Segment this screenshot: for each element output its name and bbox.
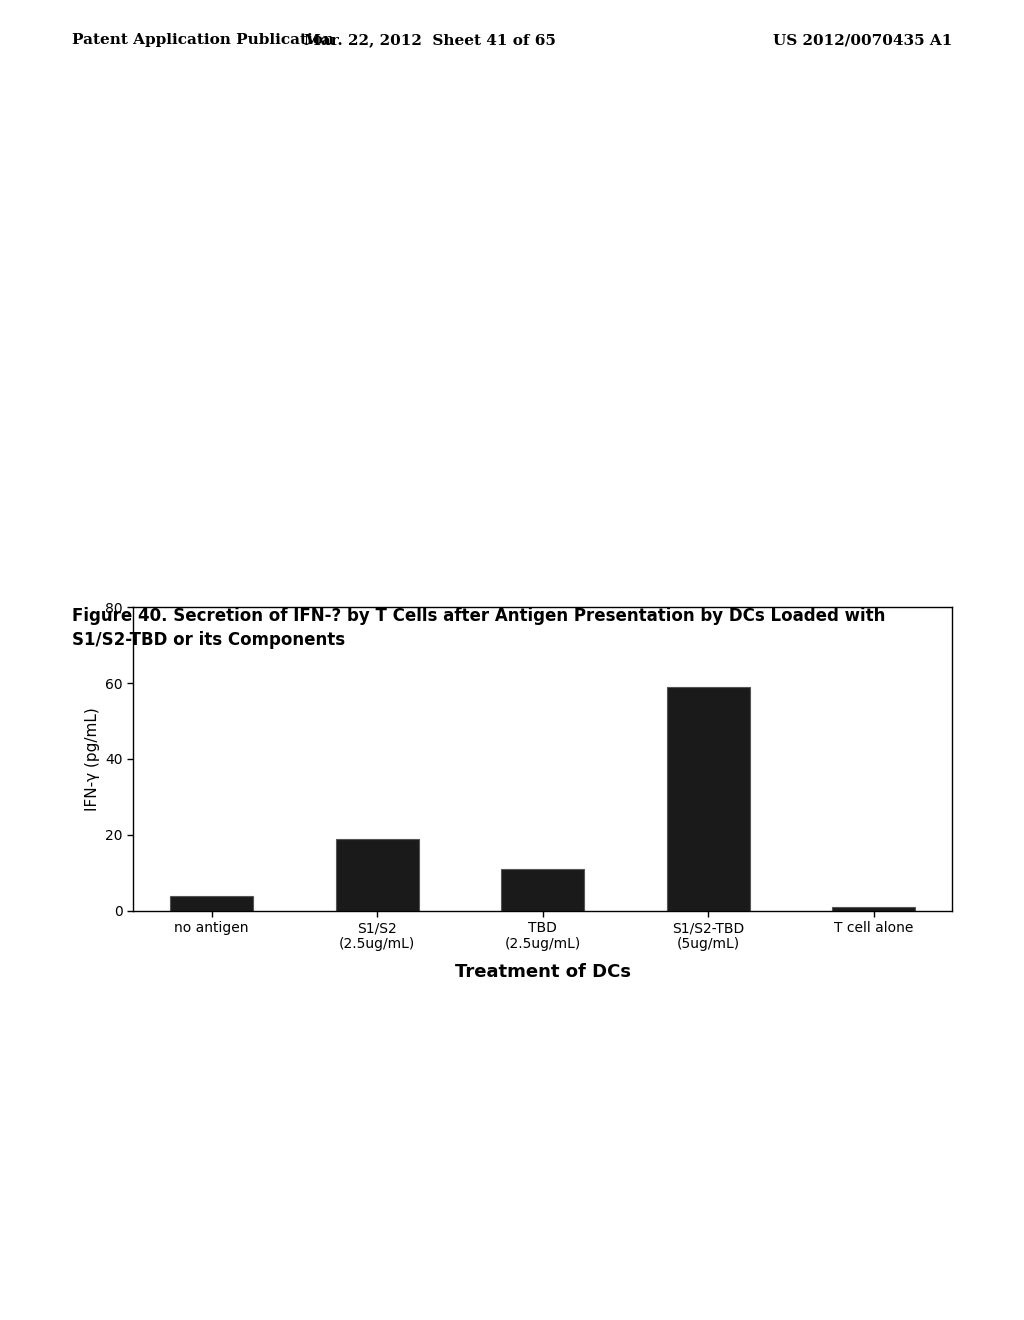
Y-axis label: IFN-γ (pg/mL): IFN-γ (pg/mL) xyxy=(85,708,99,810)
Bar xyxy=(336,838,419,911)
Text: US 2012/0070435 A1: US 2012/0070435 A1 xyxy=(773,33,952,48)
Text: Figure 40. Secretion of IFN-? by T Cells after Antigen Presentation by DCs Loade: Figure 40. Secretion of IFN-? by T Cells… xyxy=(72,607,885,649)
Bar xyxy=(667,686,750,911)
Text: Mar. 22, 2012  Sheet 41 of 65: Mar. 22, 2012 Sheet 41 of 65 xyxy=(304,33,556,48)
Bar xyxy=(502,869,584,911)
X-axis label: Treatment of DCs: Treatment of DCs xyxy=(455,962,631,981)
Bar xyxy=(833,907,915,911)
Bar xyxy=(170,895,253,911)
Text: Patent Application Publication: Patent Application Publication xyxy=(72,33,334,48)
